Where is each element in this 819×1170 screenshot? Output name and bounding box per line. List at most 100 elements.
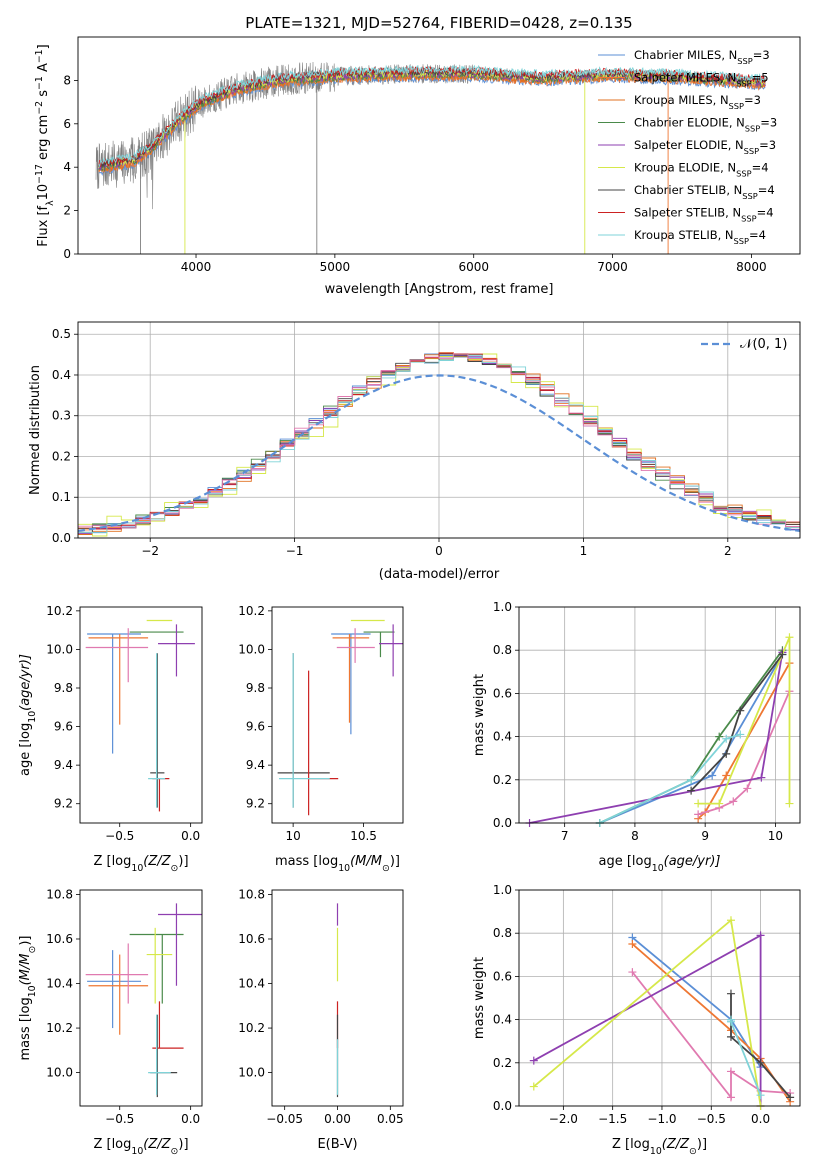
label-part: 10 [27, 711, 38, 723]
label-part: SSP [729, 101, 744, 111]
y-axis-label: age [log10(age/yr)] [18, 654, 38, 776]
label-part: age [log [599, 854, 652, 869]
y-tick-label: 10.0 [238, 642, 265, 656]
label-part: age [log [18, 723, 33, 776]
axes-frame [79, 889, 203, 1107]
label-part: 10 [131, 863, 143, 874]
x-tick-label: 6000 [458, 260, 489, 274]
x-tick-label: −0.05 [266, 1112, 303, 1126]
label-part: (M/M [18, 954, 33, 986]
data-point [694, 810, 703, 819]
label-part: =4 [752, 161, 769, 175]
data-point [726, 1032, 735, 1041]
y-tick-label: 0.5 [52, 327, 71, 341]
y-tick-label: 10.4 [46, 977, 73, 991]
label-part: (Z/Z [143, 854, 171, 869]
x-tick-label: 8000 [736, 260, 767, 274]
y-tick-label: 9.6 [54, 720, 73, 734]
label-part: ] [36, 44, 51, 49]
x-tick-label: 1 [580, 544, 588, 558]
data-point [715, 799, 724, 808]
label-part: (M/M [350, 854, 382, 869]
label-part: =3 [744, 93, 761, 107]
mass-weight-line [698, 636, 791, 805]
y-tick-label: 9.2 [246, 797, 265, 811]
y-tick-label: 9.8 [54, 681, 73, 695]
label-part: =4 [757, 206, 774, 220]
axes-frame [79, 606, 203, 824]
x-tick-label: 0.00 [324, 1112, 351, 1126]
x-tick-label: 7000 [597, 260, 628, 274]
y-tick-label: 0.2 [493, 1056, 512, 1070]
data-point [722, 734, 731, 743]
x-axis-label: Z [log10(Z/Z⊙)] [93, 854, 188, 874]
mass-vs-metallicity-panel: −0.5 0.010.010.210.410.610.8Z [log10(Z/Z⊙… [18, 887, 203, 1157]
axes-frame [271, 606, 404, 824]
legend-entry: Kroupa MILES, NSSP=3 [634, 93, 761, 111]
y-tick-label: 10.2 [46, 1021, 73, 1035]
label-part: =3 [759, 138, 776, 152]
axes-frame [271, 889, 404, 1107]
label-part: Z [log [93, 854, 131, 869]
data-point [736, 706, 745, 715]
axes-frame [518, 606, 801, 824]
x-axis-label: age [log10(age/yr)] [599, 854, 721, 874]
label-part: =3 [753, 48, 770, 62]
y-tick-label: 1.0 [493, 600, 512, 614]
y-tick-label: 0.8 [493, 926, 512, 940]
y-tick-label: 0.4 [52, 368, 71, 382]
label-part: Kroupa ELODIE, N [634, 161, 736, 175]
label-part: λ [45, 200, 56, 206]
data-point [778, 650, 787, 659]
label-part: ⊙ [171, 863, 179, 874]
legend-entry: Chabrier MILES, NSSP=3 [634, 48, 770, 66]
label-part: (Z/Z [143, 1137, 171, 1152]
data-point [729, 797, 738, 806]
y-tick-label: 0.0 [493, 1099, 512, 1113]
x-axis-label: mass [log10(M/M⊙)] [275, 854, 400, 874]
y-tick-label: 0.8 [493, 643, 512, 657]
data-point [708, 771, 717, 780]
label-part: SSP [744, 146, 759, 156]
y-tick-label: 10.4 [238, 977, 265, 991]
normal-curve [78, 374, 800, 532]
mass-weight-line [697, 662, 791, 820]
data-point [715, 732, 724, 741]
y-axis-label: mass weight [472, 674, 487, 756]
y-axis-label: Normed distribution [28, 365, 43, 495]
label-part: −17 [34, 164, 45, 184]
mass-vs-extinction-panel: −0.05 0.00 0.05 10.0 10.2 10.4 10.6 10.8 E(B-V) [238, 887, 403, 1152]
label-part: 10 [338, 863, 350, 874]
axes-frame [77, 36, 801, 255]
y-tick-label: 10.2 [238, 1021, 265, 1035]
label-part: s [36, 90, 51, 101]
y-tick-label: 10.6 [238, 932, 265, 946]
y-tick-label: 1.0 [493, 883, 512, 897]
data-point [743, 784, 752, 793]
age-vs-metallicity-panel: −0.5 0.09.29.49.69.810.010.2Z [log10(Z/Z⊙… [18, 604, 203, 874]
label-part: Salpeter MILES, N [634, 71, 736, 85]
data-point [756, 1091, 765, 1100]
y-tick-label: 0.2 [52, 449, 71, 463]
x-tick-label: 2 [724, 544, 732, 558]
data-point [726, 916, 735, 925]
data-point [726, 1093, 735, 1102]
label-part: SSP [736, 79, 751, 89]
y-tick-label: 0.2 [493, 773, 512, 787]
label-part: SSP [741, 214, 756, 224]
mass-weight-line [730, 993, 791, 1098]
label-part: =3 [760, 116, 777, 130]
y-tick-label: 10.2 [238, 604, 265, 618]
y-tick-label: 0.1 [52, 490, 71, 504]
y-tick-label: 10.8 [46, 887, 73, 901]
data-point [756, 1058, 765, 1067]
y-tick-label: 10.0 [46, 1066, 73, 1080]
x-tick-label: 4000 [181, 260, 212, 274]
label-part: 10 [27, 985, 38, 997]
spectrum-panel: PLATE=1321, MJD=52764, FIBERID=0428, z=0… [34, 14, 801, 297]
label-part: )] [697, 1137, 707, 1152]
x-axis-label: Z [log10(Z/Z⊙)] [612, 1137, 707, 1157]
